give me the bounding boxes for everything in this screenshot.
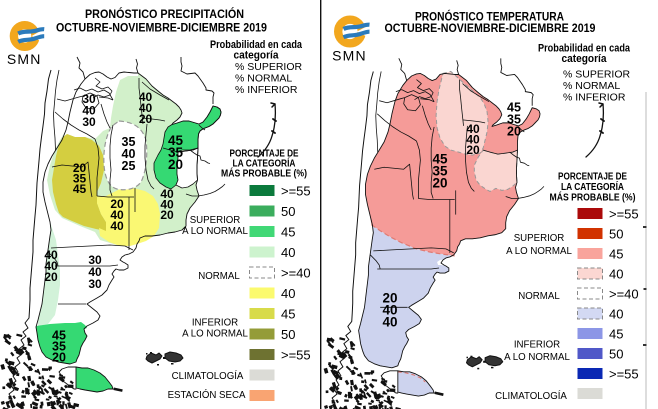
svg-text:% NORMAL: % NORMAL (563, 80, 620, 92)
svg-text:SUPERIOR: SUPERIOR (190, 215, 241, 226)
svg-text:>=55: >=55 (281, 184, 311, 199)
svg-text:45: 45 (609, 247, 623, 262)
svg-text:20: 20 (73, 161, 87, 175)
svg-text:PORCENTAJE DE: PORCENTAJE DE (230, 148, 299, 160)
svg-text:35: 35 (507, 113, 521, 127)
svg-text:45: 45 (52, 329, 66, 343)
svg-text:35: 35 (432, 163, 448, 178)
svg-text:40: 40 (110, 219, 124, 233)
svg-text:LA CATEGORÍA: LA CATEGORÍA (561, 180, 624, 193)
svg-text:40: 40 (466, 122, 480, 136)
svg-text:Probabilidad en cada: Probabilidad en cada (538, 43, 631, 55)
svg-text:Probabilidad en cada: Probabilidad en cada (210, 39, 303, 51)
svg-text:20: 20 (110, 197, 124, 211)
svg-text:PRONÓSTICO PRECIPITACIÓN: PRONÓSTICO PRECIPITACIÓN (85, 6, 244, 21)
svg-text:40: 40 (110, 208, 124, 222)
svg-text:SMN: SMN (332, 48, 367, 64)
svg-text:40: 40 (44, 248, 58, 262)
svg-text:30: 30 (88, 253, 102, 267)
svg-text:20: 20 (466, 143, 480, 157)
svg-text:>=55: >=55 (609, 207, 639, 222)
svg-text:40: 40 (281, 286, 295, 301)
svg-text:50: 50 (609, 347, 623, 362)
svg-text:>=40: >=40 (281, 266, 311, 281)
svg-text:20: 20 (382, 290, 397, 305)
svg-text:20: 20 (160, 208, 174, 222)
svg-text:25: 25 (122, 159, 136, 173)
svg-text:40: 40 (609, 267, 623, 282)
svg-text:categoría: categoría (234, 50, 280, 62)
svg-text:CLIMATOLOGÍA: CLIMATOLOGÍA (495, 391, 567, 402)
svg-text:categoría: categoría (562, 53, 608, 65)
svg-text:50: 50 (281, 204, 295, 219)
svg-text:LA CATEGORÍA: LA CATEGORÍA (233, 157, 296, 170)
svg-text:50: 50 (609, 227, 623, 242)
svg-text:35: 35 (52, 340, 66, 354)
svg-text:45: 45 (609, 327, 623, 342)
svg-text:40: 40 (466, 132, 480, 146)
svg-text:% NORMAL: % NORMAL (235, 73, 292, 85)
svg-text:20: 20 (52, 351, 66, 365)
svg-text:20: 20 (507, 125, 521, 139)
svg-text:45: 45 (281, 225, 295, 240)
svg-text:OCTUBRE-NOVIEMBRE-DICIEMBRE 20: OCTUBRE-NOVIEMBRE-DICIEMBRE 2019 (385, 21, 596, 35)
svg-text:ESTACIÓN SECA: ESTACIÓN SECA (168, 390, 246, 401)
svg-text:40: 40 (88, 265, 102, 279)
svg-text:30: 30 (82, 92, 96, 106)
svg-text:A LO NORMAL: A LO NORMAL (182, 329, 248, 340)
svg-text:30: 30 (82, 115, 96, 129)
svg-text:20: 20 (139, 112, 153, 126)
svg-text:40: 40 (382, 302, 397, 317)
svg-text:INFERIOR: INFERIOR (514, 340, 560, 351)
svg-text:% INFERIOR: % INFERIOR (563, 92, 626, 104)
svg-text:OCTUBRE-NOVIEMBRE-DICIEMBRE 20: OCTUBRE-NOVIEMBRE-DICIEMBRE 2019 (56, 21, 267, 35)
svg-text:40: 40 (139, 90, 153, 104)
svg-text:>=55: >=55 (609, 367, 639, 382)
svg-text:PRONÓSTICO TEMPERATURA: PRONÓSTICO TEMPERATURA (415, 9, 564, 24)
svg-text:20: 20 (44, 270, 58, 284)
svg-text:>=55: >=55 (281, 348, 311, 363)
svg-text:45: 45 (507, 101, 521, 115)
svg-text:40: 40 (82, 103, 96, 117)
svg-text:35: 35 (73, 171, 87, 185)
svg-text:40: 40 (281, 245, 295, 260)
svg-text:40: 40 (44, 259, 58, 273)
svg-text:% SUPERIOR: % SUPERIOR (563, 69, 631, 81)
svg-text:20: 20 (432, 175, 447, 190)
svg-text:MÁS PROBABLE (%): MÁS PROBABLE (%) (221, 167, 307, 180)
svg-text:40: 40 (139, 101, 153, 115)
svg-text:35: 35 (122, 135, 136, 149)
svg-text:NORMAL: NORMAL (198, 271, 240, 282)
svg-text:50: 50 (281, 327, 295, 342)
svg-text:35: 35 (168, 145, 184, 160)
svg-text:PORCENTAJE DE: PORCENTAJE DE (558, 171, 627, 183)
svg-text:% SUPERIOR: % SUPERIOR (235, 61, 303, 73)
svg-text:40: 40 (160, 187, 174, 201)
svg-text:40: 40 (609, 307, 623, 322)
svg-text:45: 45 (168, 133, 184, 148)
svg-text:40: 40 (122, 147, 136, 161)
svg-text:NORMAL: NORMAL (518, 291, 560, 302)
svg-text:SMN: SMN (7, 51, 42, 67)
svg-text:45: 45 (432, 151, 448, 166)
svg-text:INFERIOR: INFERIOR (192, 318, 238, 329)
svg-text:A LO NORMAL: A LO NORMAL (182, 226, 248, 237)
svg-text:45: 45 (281, 307, 295, 322)
svg-text:% INFERIOR: % INFERIOR (235, 84, 298, 96)
svg-text:40: 40 (160, 197, 174, 211)
svg-text:40: 40 (382, 314, 397, 329)
svg-text:MÁS PROBABLE (%): MÁS PROBABLE (%) (550, 191, 636, 204)
svg-text:CLIMATOLOGÍA: CLIMATOLOGÍA (172, 371, 244, 382)
svg-text:A LO NORMAL: A LO NORMAL (504, 352, 570, 363)
svg-text:SUPERIOR: SUPERIOR (514, 233, 565, 244)
svg-text:20: 20 (168, 157, 183, 172)
svg-text:A LO NORMAL: A LO NORMAL (506, 246, 572, 257)
svg-text:30: 30 (88, 277, 102, 291)
svg-text:>=40: >=40 (609, 287, 639, 302)
svg-text:45: 45 (73, 182, 87, 196)
